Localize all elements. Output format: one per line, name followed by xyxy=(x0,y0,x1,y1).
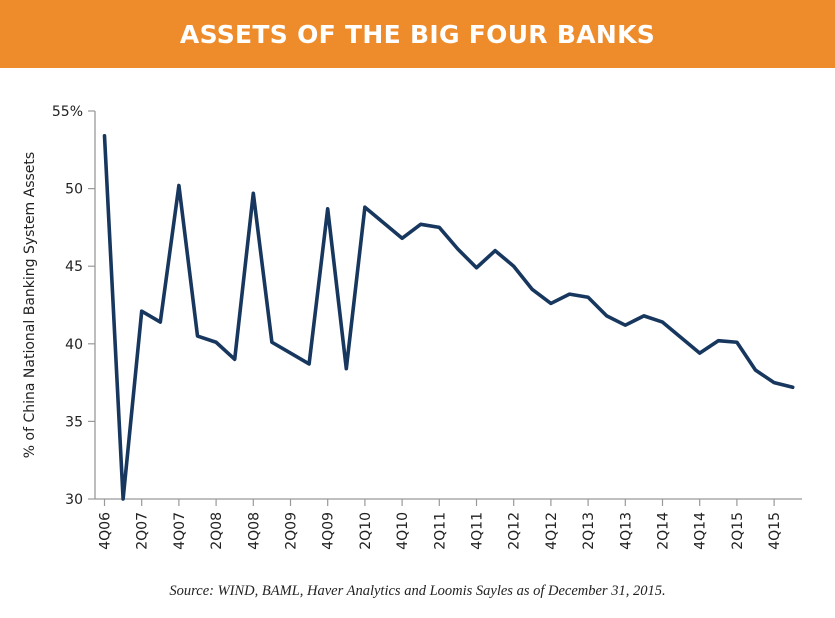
x-tick-label: 4Q14 xyxy=(693,512,709,550)
x-tick-label: 4Q15 xyxy=(767,512,783,550)
x-tick-label: 2Q14 xyxy=(656,512,672,550)
series-line xyxy=(102,134,795,501)
x-tick-label: 4Q13 xyxy=(618,512,634,550)
x-tick-label: 2Q08 xyxy=(209,512,225,550)
x-tick-label: 4Q10 xyxy=(395,512,411,550)
x-tick-label: 4Q08 xyxy=(246,512,262,550)
x-tick-label: 2Q12 xyxy=(507,512,523,550)
x-tick-label: 2Q09 xyxy=(284,512,300,550)
chart-title: ASSETS OF THE BIG FOUR BANKS xyxy=(179,19,656,49)
chart-header: ASSETS OF THE BIG FOUR BANKS xyxy=(0,0,835,68)
y-tick-label: 45 xyxy=(65,259,83,275)
x-tick-label: 2Q13 xyxy=(581,512,597,550)
y-tick-label: 40 xyxy=(65,337,83,353)
x-tick-label: 4Q11 xyxy=(470,512,486,550)
x-tick-label: 4Q12 xyxy=(544,512,560,550)
y-tick-label: 35 xyxy=(65,414,83,430)
x-tick-label: 2Q10 xyxy=(358,512,374,550)
x-tick-label: 4Q06 xyxy=(98,512,114,550)
x-tick-label: 2Q07 xyxy=(135,512,151,550)
y-tick-label: 30 xyxy=(65,492,83,508)
y-tick-label: 55% xyxy=(52,104,83,120)
x-tick-label: 2Q15 xyxy=(730,512,746,550)
x-tick-label: 2Q11 xyxy=(432,512,448,550)
source-note: Source: WIND, BAML, Haver Analytics and … xyxy=(169,583,666,599)
x-tick-label: 4Q07 xyxy=(172,512,188,550)
y-axis-label: % of China National Banking System Asset… xyxy=(22,152,38,458)
y-tick-label: 50 xyxy=(65,182,83,198)
x-tick-label: 4Q09 xyxy=(321,512,337,550)
